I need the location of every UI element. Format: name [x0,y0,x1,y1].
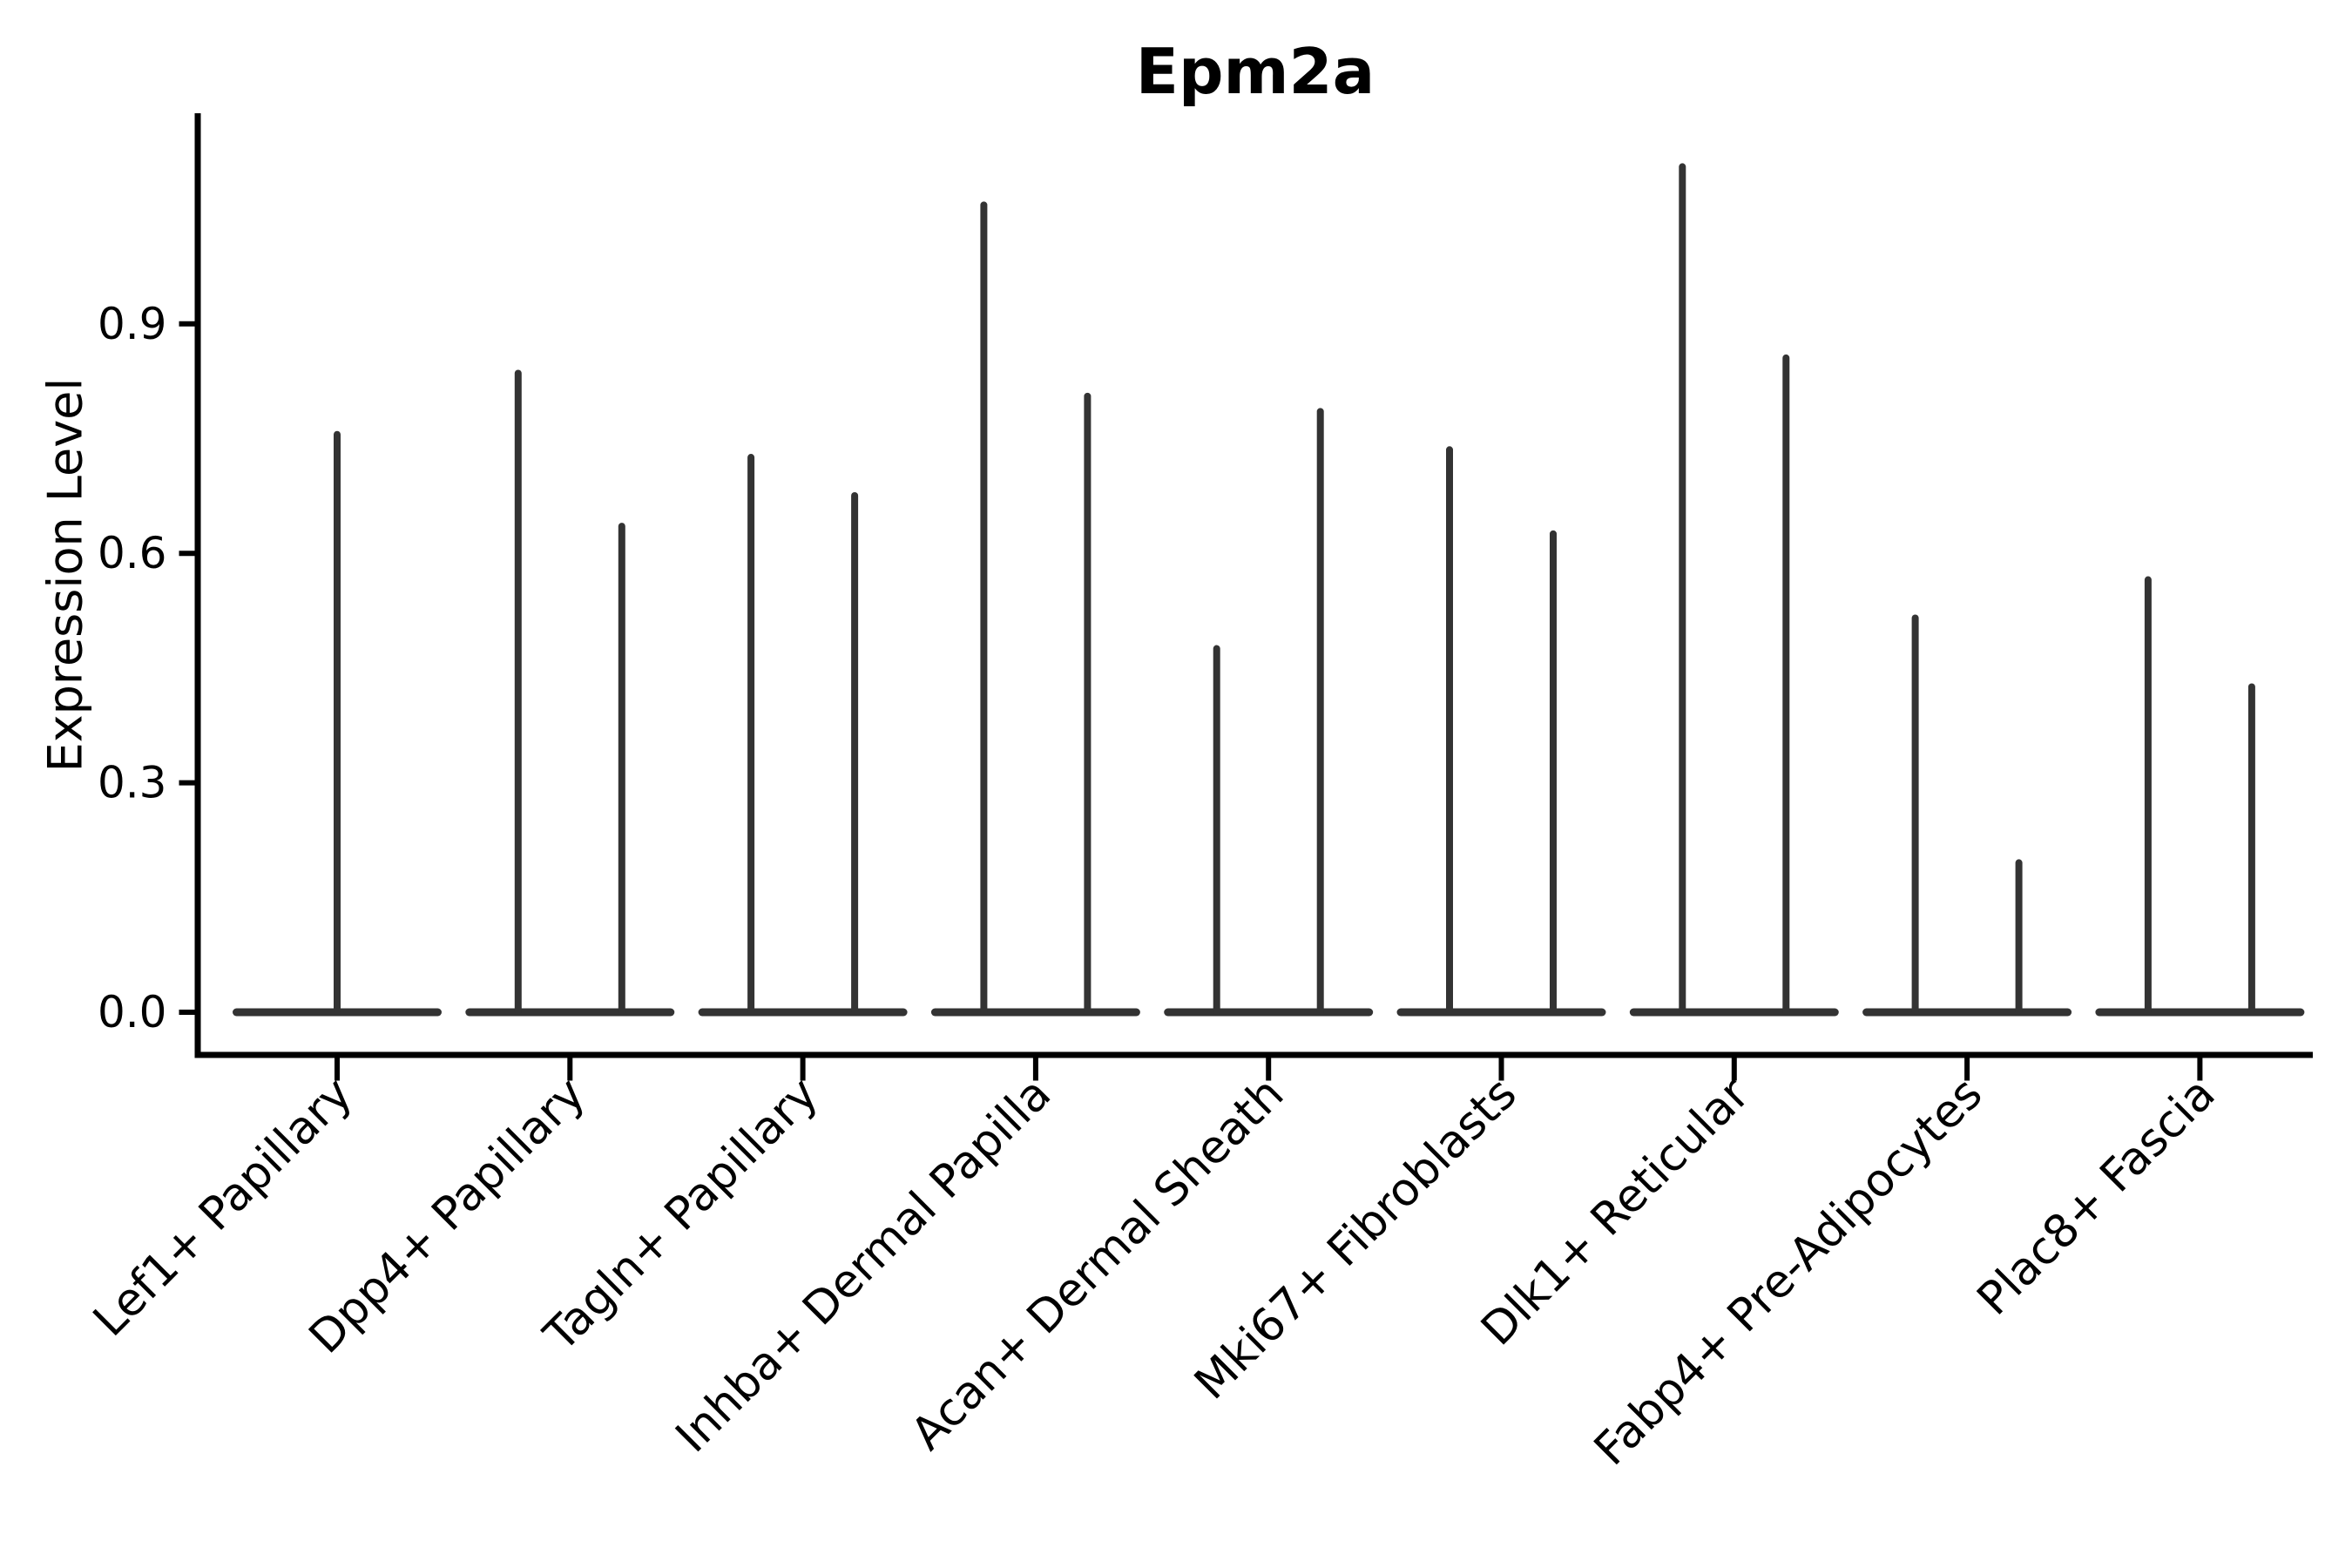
y-tick-label: 0.6 [98,528,167,578]
y-axis-label: Expression Level [37,377,93,773]
violin-base [2095,1008,2305,1017]
x-tick-label: Plac8+ Fascia [1968,1068,2226,1326]
violin-base [1396,1008,1606,1017]
violin-spike [2247,683,2255,1015]
violin-spike [1084,392,1092,1015]
violin-spike [334,430,341,1016]
y-tick-label: 0.3 [98,758,167,808]
violin-spike [1316,408,1324,1015]
violin-spike [618,523,625,1015]
x-tick-label: Acan+ Dermal Sheath [902,1068,1294,1461]
violin-spike [1446,446,1453,1015]
violin-base [1629,1008,1839,1017]
violin-spike [1550,530,1557,1015]
y-tick-label: 0.0 [98,987,167,1037]
x-tick-label: Fabp4+ Pre-Adipocytes [1585,1068,1992,1476]
violin-spike [1679,163,1686,1016]
x-tick-label: Inhba+ Dermal Papilla [666,1068,1061,1463]
violin-base [1862,1008,2072,1017]
y-tick-label: 0.9 [98,299,167,349]
violin-base [465,1008,675,1017]
violin-base [930,1008,1140,1017]
violin-base [698,1008,908,1017]
violin-base [1164,1008,1374,1017]
violin-spike [1213,645,1220,1015]
violin-spike [514,369,522,1016]
violin-spike [851,491,859,1015]
violin-spike [747,454,755,1015]
chart-title: Epm2a [1135,35,1375,108]
violin-spike [980,201,988,1015]
violin-spike [2015,859,2023,1015]
violin-spike [1911,614,1919,1015]
violin-spike [2144,576,2152,1015]
violin-spike [1782,354,1790,1015]
